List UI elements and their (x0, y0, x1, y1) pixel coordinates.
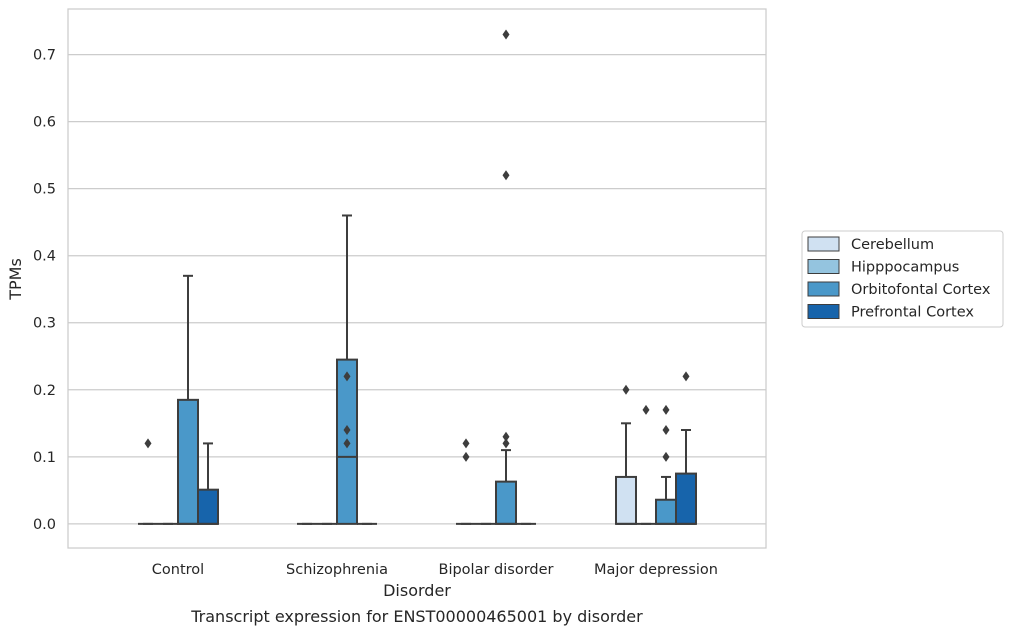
y-tick-label: 0.1 (33, 450, 56, 466)
legend-frame (801, 230, 1004, 328)
y-tick-label: 0.3 (33, 316, 56, 332)
legend-swatch (807, 281, 840, 297)
box-group (197, 442, 219, 525)
box-group (655, 404, 677, 525)
outlier-marker (662, 404, 670, 415)
y-tick-label: 0.0 (33, 517, 56, 533)
outlier-marker (462, 451, 470, 462)
outlier-marker (502, 438, 510, 449)
legend: Cerebellum Hipppocampus Orbitofontal Corte… (801, 230, 1004, 328)
legend-swatch (807, 259, 840, 274)
box-group (636, 404, 656, 525)
box (615, 475, 637, 525)
x-tick-label: Schizophrenia (286, 562, 388, 578)
outlier-marker (343, 371, 351, 382)
outlier-marker (502, 170, 510, 181)
x-tick-labels: Control Schizophrenia Bipolar disorder Majo… (152, 562, 718, 578)
chart-caption: Transcript expression for ENST0000046500… (190, 607, 643, 626)
y-axis-title: TPMs (6, 258, 25, 301)
outlier-marker (144, 438, 152, 449)
grid-lines (68, 53, 766, 525)
box-group (456, 438, 476, 525)
outlier-marker (642, 404, 650, 415)
box-group (336, 214, 358, 525)
box (655, 498, 677, 525)
y-tick-labels: 0.0 0.1 0.2 0.3 0.4 0.5 0.6 0.7 (33, 48, 56, 533)
box-group (138, 438, 158, 525)
y-tick-label: 0.6 (33, 115, 56, 131)
box-group (495, 29, 517, 525)
legend-swatch (807, 304, 840, 319)
legend-label: Hipppocampus (851, 260, 959, 276)
box-group (615, 384, 637, 525)
x-tick-label: Control (152, 562, 204, 578)
x-tick-label: Major depression (594, 562, 718, 578)
y-tick-label: 0.4 (33, 249, 56, 265)
outlier-marker (343, 425, 351, 436)
outlier-marker (462, 438, 470, 449)
legend-swatch (807, 236, 840, 252)
y-tick-label: 0.7 (33, 48, 56, 64)
box-group (675, 371, 697, 525)
x-axis-title: Disorder (383, 581, 451, 600)
legend-label: Orbitofontal Cortex (851, 282, 991, 298)
box (495, 480, 517, 525)
outlier-marker (502, 431, 510, 442)
outlier-marker (662, 451, 670, 462)
legend-label: Prefrontal Cortex (851, 305, 974, 321)
plot-area-frame (67, 8, 767, 549)
outlier-marker (622, 384, 630, 395)
y-tick-label: 0.2 (33, 383, 56, 399)
box (177, 398, 199, 525)
box (197, 488, 219, 525)
outlier-marker (343, 438, 351, 449)
x-tick-label: Bipolar disorder (439, 562, 554, 578)
legend-label: Cerebellum (851, 237, 934, 253)
box (675, 472, 697, 525)
outlier-marker (682, 371, 690, 382)
outlier-marker (502, 29, 510, 40)
box-group (177, 274, 199, 525)
y-tick-label: 0.5 (33, 182, 56, 198)
outlier-marker (662, 425, 670, 436)
box-plots (138, 29, 697, 525)
